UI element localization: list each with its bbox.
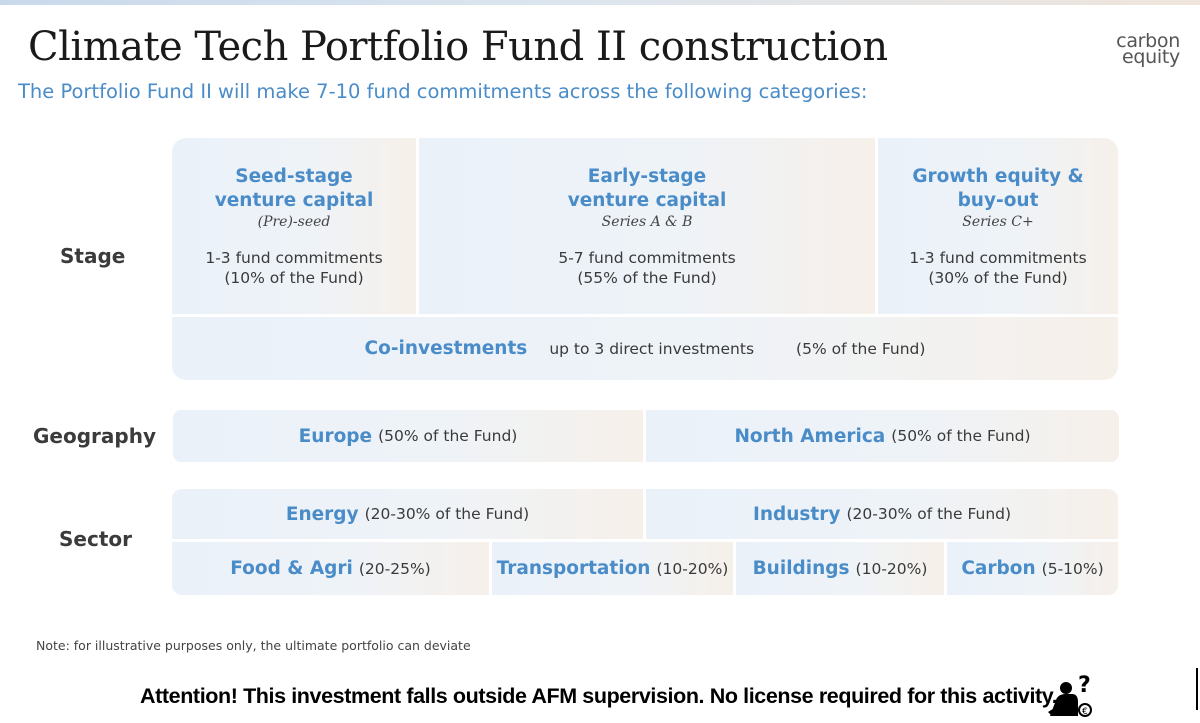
coinvestments-desc: up to 3 direct investments bbox=[549, 339, 755, 358]
geography-europe-share: (50% of the Fund) bbox=[378, 427, 518, 445]
geography-northamerica-name: North America bbox=[734, 425, 886, 447]
illustrative-note: Note: for illustrative purposes only, th… bbox=[36, 638, 471, 653]
sector-buildings-cell: Buildings (10-20%) bbox=[736, 542, 944, 595]
sector-carbon-name: Carbon bbox=[961, 558, 1036, 579]
stage-label: Stage bbox=[60, 244, 126, 268]
stage-early-title-1: Early-stage bbox=[587, 165, 707, 187]
sector-energy-cell: Energy (20-30% of the Fund) bbox=[172, 489, 643, 539]
sector-transportation-cell: Transportation (10-20%) bbox=[492, 542, 733, 595]
stage-growth-series: Series C+ bbox=[962, 213, 1034, 230]
stage-growth-share: (30% of the Fund) bbox=[928, 268, 1068, 287]
stage-growth-commit: 1-3 fund commitments bbox=[909, 248, 1087, 267]
stage-early-commit: 5-7 fund commitments bbox=[558, 248, 736, 267]
stage-seed-share: (10% of the Fund) bbox=[224, 268, 364, 287]
stage-growth-title-1: Growth equity & bbox=[912, 165, 1084, 187]
geography-northamerica-cell: North America (50% of the Fund) bbox=[646, 410, 1119, 462]
geography-europe-name: Europe bbox=[298, 425, 373, 447]
stage-early-share: (55% of the Fund) bbox=[577, 268, 717, 287]
geography-europe-cell: Europe (50% of the Fund) bbox=[173, 410, 643, 462]
geography-label: Geography bbox=[33, 424, 156, 448]
stage-seed-commit: 1-3 fund commitments bbox=[205, 248, 383, 267]
stage-seed-cell: Seed-stage venture capital (Pre)-seed 1-… bbox=[172, 138, 416, 314]
svg-text:?: ? bbox=[1078, 673, 1091, 698]
afm-warning-text: Attention! This investment falls outside… bbox=[140, 684, 1058, 708]
page-title: Climate Tech Portfolio Fund II construct… bbox=[28, 24, 888, 70]
stage-seed-series: (Pre)-seed bbox=[257, 213, 331, 230]
sector-buildings-name: Buildings bbox=[752, 558, 850, 579]
sector-transportation-share: (10-20%) bbox=[656, 559, 729, 578]
sector-energy-share: (20-30% of the Fund) bbox=[364, 505, 530, 523]
sector-carbon-share: (5-10%) bbox=[1041, 559, 1104, 578]
edge-divider bbox=[1196, 668, 1198, 710]
coinvestments-title: Co-investments bbox=[364, 338, 528, 359]
sector-industry-cell: Industry (20-30% of the Fund) bbox=[646, 489, 1118, 539]
carbon-equity-logo: carbon equity bbox=[1080, 30, 1180, 68]
top-accent-bar bbox=[0, 0, 1200, 5]
sector-industry-name: Industry bbox=[752, 503, 841, 525]
coinvestments-share: (5% of the Fund) bbox=[796, 339, 926, 358]
stage-growth-title-2: buy-out bbox=[957, 189, 1039, 211]
stage-seed-title-1: Seed-stage bbox=[235, 165, 353, 187]
logo-line-1: carbon bbox=[1116, 30, 1180, 52]
coinvestments-cell: Co-investments up to 3 direct investment… bbox=[172, 317, 1118, 380]
svg-text:€: € bbox=[1082, 707, 1088, 717]
stage-early-title-2: venture capital bbox=[567, 189, 727, 211]
sector-transportation-name: Transportation bbox=[496, 558, 651, 579]
stage-early-cell: Early-stage venture capital Series A & B… bbox=[419, 138, 875, 314]
page-subtitle: The Portfolio Fund II will make 7-10 fun… bbox=[18, 80, 868, 103]
geography-northamerica-share: (50% of the Fund) bbox=[891, 427, 1031, 445]
stage-growth-cell: Growth equity & buy-out Series C+ 1-3 fu… bbox=[878, 138, 1118, 314]
stage-seed-title-2: venture capital bbox=[214, 189, 374, 211]
sector-energy-name: Energy bbox=[285, 503, 359, 525]
afm-warning-icon: ? € bbox=[1048, 673, 1092, 717]
sector-foodagri-cell: Food & Agri (20-25%) bbox=[172, 542, 489, 595]
sector-industry-share: (20-30% of the Fund) bbox=[846, 505, 1012, 523]
sector-carbon-cell: Carbon (5-10%) bbox=[947, 542, 1118, 595]
sector-foodagri-name: Food & Agri bbox=[230, 558, 353, 579]
stage-early-series: Series A & B bbox=[601, 213, 693, 230]
sector-label: Sector bbox=[59, 527, 132, 551]
sector-buildings-share: (10-20%) bbox=[855, 559, 928, 578]
logo-line-2: equity bbox=[1122, 46, 1180, 68]
sector-foodagri-share: (20-25%) bbox=[358, 559, 431, 578]
